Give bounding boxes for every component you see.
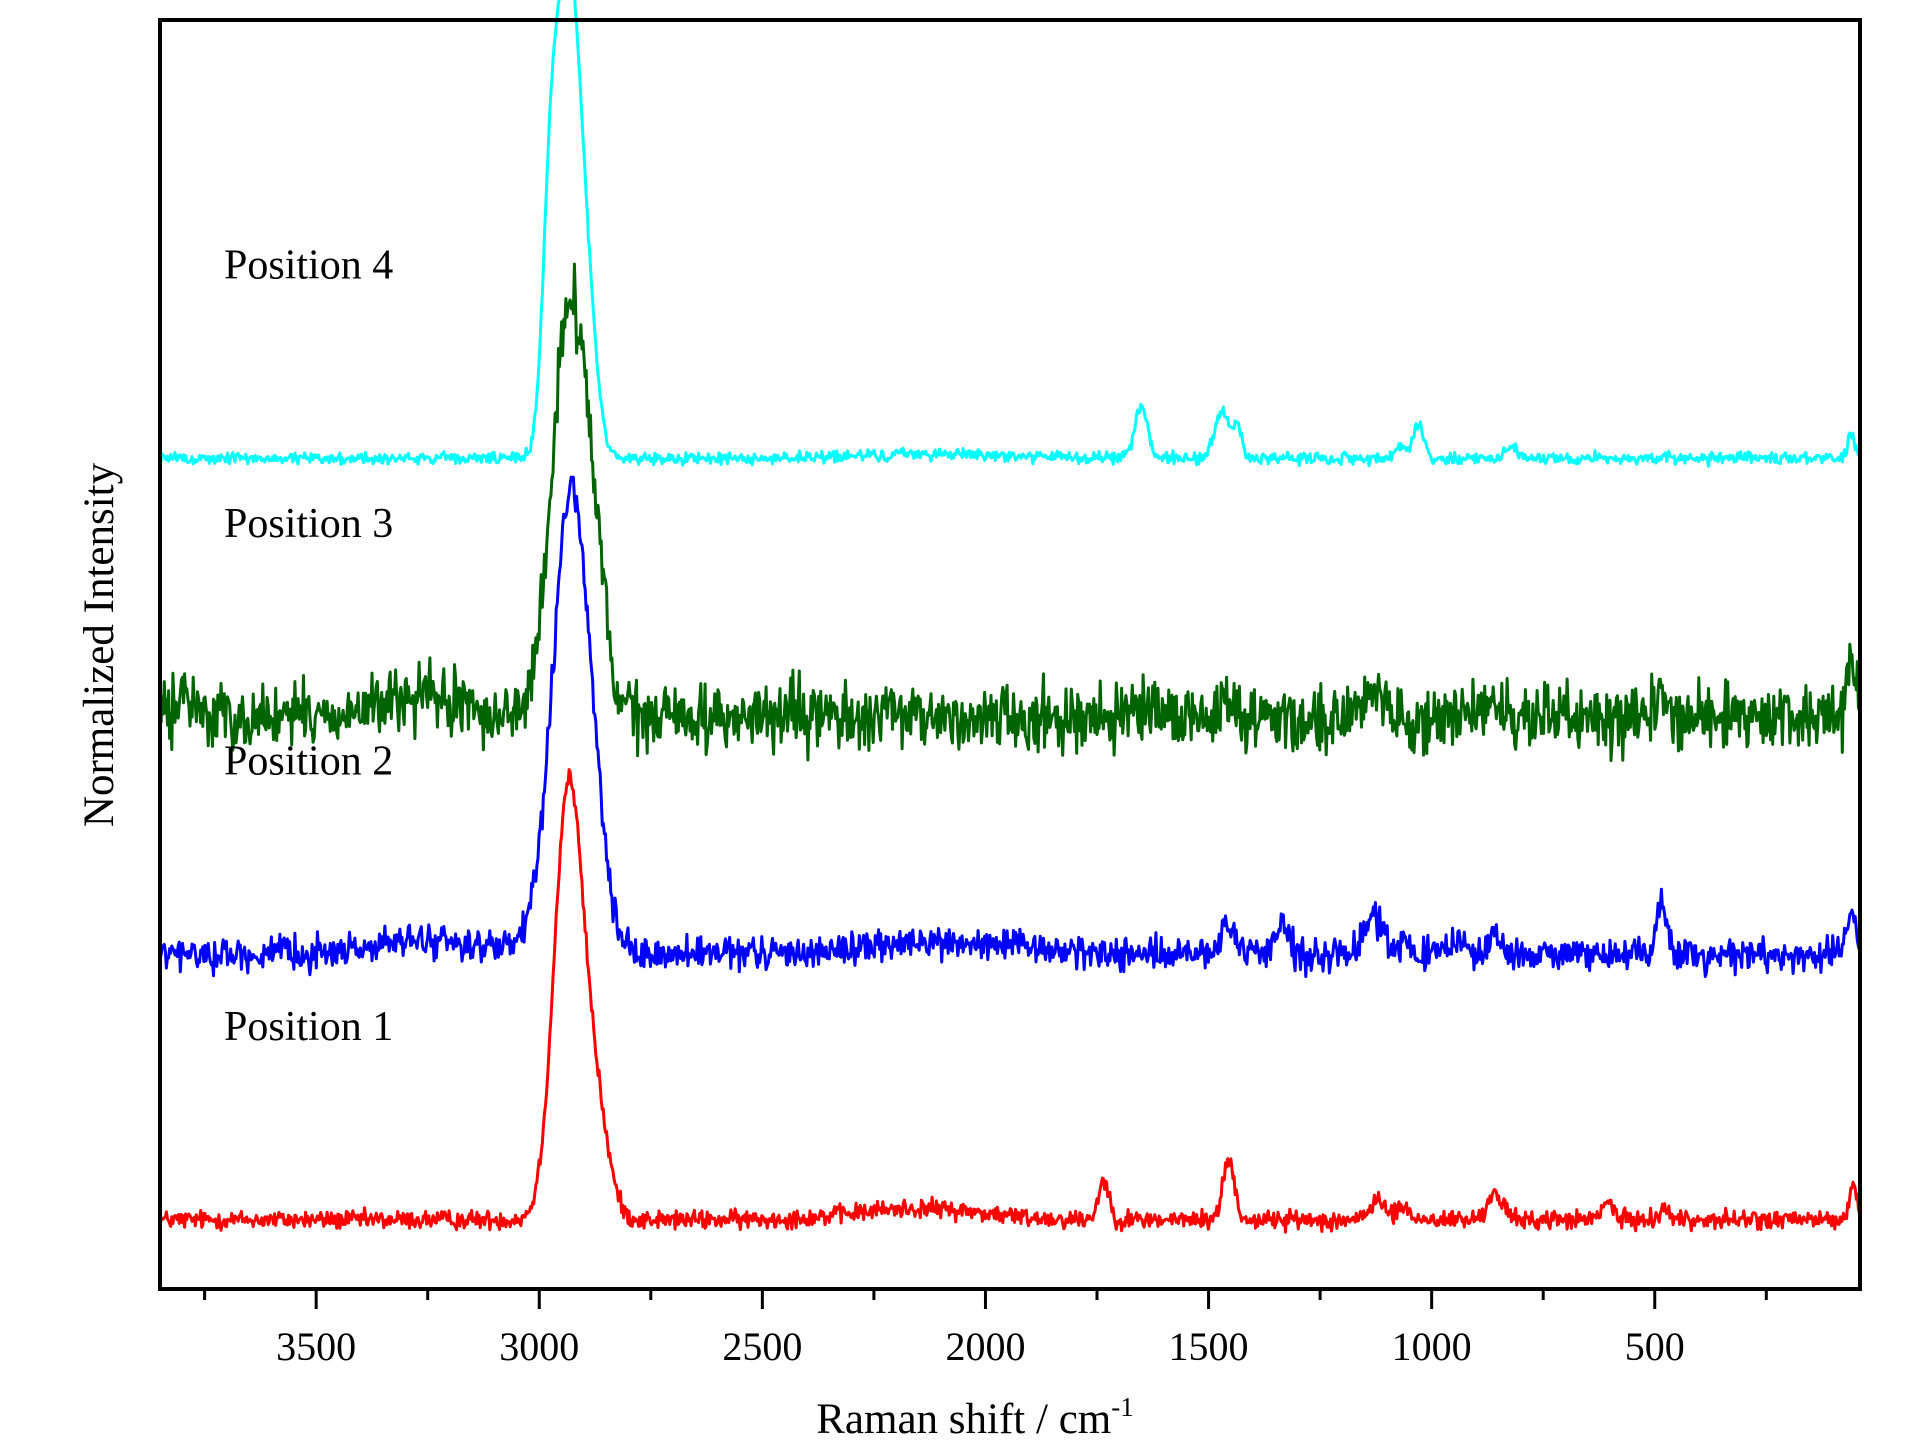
series-layer — [158, 0, 1861, 1234]
series-label-position-4: Position 4 — [224, 242, 393, 288]
series-line-position-2 — [158, 475, 1861, 979]
x-tick-label: 1000 — [1392, 1324, 1472, 1369]
series-label-position-1: Position 1 — [224, 1004, 393, 1050]
y-axis-title: Normalized Intensity — [76, 462, 123, 827]
x-axis-ticks: 3500 3000 2500 2000 1500 1000 500 — [203, 1289, 1768, 1369]
x-tick-label: 3000 — [499, 1324, 579, 1369]
x-tick-label: 2000 — [945, 1324, 1025, 1369]
x-axis-title: Raman shift / cm-1 — [816, 1392, 1133, 1439]
series-labels: Position 1 Position 2 Position 3 Position 4 — [224, 242, 393, 1049]
series-label-position-2: Position 2 — [224, 738, 393, 784]
series-line-position-1 — [158, 768, 1861, 1234]
series-line-position-3 — [158, 262, 1861, 763]
x-tick-label: 2500 — [722, 1324, 802, 1369]
x-axis-title-main: Raman shift / cm — [816, 1396, 1111, 1439]
x-tick-label: 1500 — [1169, 1324, 1249, 1369]
plot-frame — [158, 18, 1862, 1291]
x-axis-title-superscript: -1 — [1111, 1392, 1134, 1422]
x-tick-label: 500 — [1625, 1324, 1685, 1369]
series-line-position-4 — [158, 0, 1861, 468]
x-tick-label: 3500 — [276, 1324, 356, 1369]
series-label-position-3: Position 3 — [224, 501, 393, 547]
